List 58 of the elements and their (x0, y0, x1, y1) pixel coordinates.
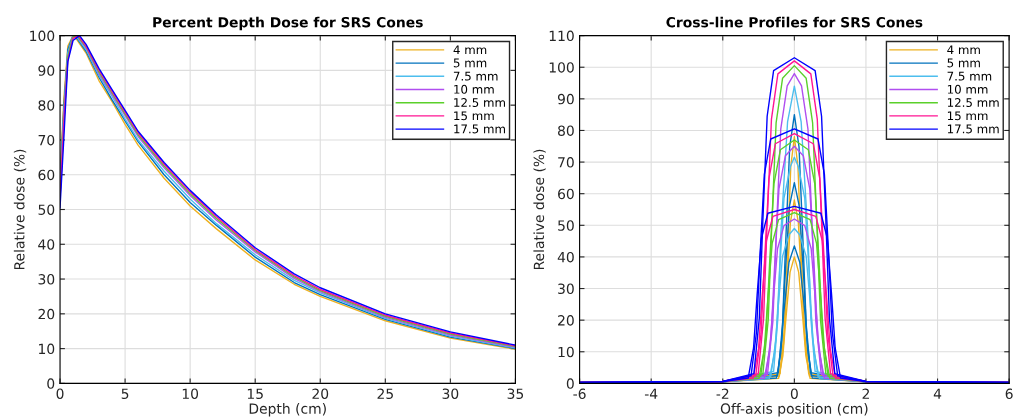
y-tick-label: 80 (38, 100, 55, 111)
y-tick-label: 50 (38, 204, 55, 215)
y-tick-label: 20 (38, 308, 55, 320)
legend-label: 10 mm (947, 84, 988, 94)
y-tick-label: 30 (38, 274, 55, 285)
legend-label: 17.5 mm (947, 124, 999, 134)
legend-label: 10 mm (454, 84, 494, 94)
y-tick-label: 60 (558, 188, 574, 200)
x-tick-label: -2 (716, 388, 729, 399)
x-tick-label: -4 (644, 388, 658, 399)
y-tick-label: 100 (30, 30, 55, 42)
x-tick-label: 25 (377, 388, 393, 399)
legend-label: 12.5 mm (454, 98, 505, 107)
chart-title: Percent Depth Dose for SRS Cones (153, 16, 423, 31)
y-tick-label: 100 (549, 62, 574, 73)
y-axis-title: Relative dose (%) (533, 149, 546, 270)
y-tick-label: 70 (558, 157, 574, 168)
x-tick-label: 0 (790, 388, 798, 399)
legend-label: 5 mm (947, 58, 980, 68)
y-tick-label: 0 (566, 378, 574, 389)
y-tick-label: 30 (558, 283, 574, 295)
y-tick-label: 60 (38, 169, 55, 181)
y-tick-label: 110 (549, 30, 574, 42)
y-tick-label: 90 (557, 93, 574, 105)
y-tick-label: 40 (38, 239, 55, 250)
x-tick-label: 6 (1005, 388, 1013, 399)
x-tick-label: 2 (862, 388, 869, 399)
legend-label: 7.5 mm (453, 71, 498, 81)
y-tick-label: 70 (38, 134, 55, 146)
y-tick-label: 40 (557, 251, 574, 263)
x-tick-label: 10 (182, 388, 199, 399)
legend-label: 17.5 mm (454, 124, 505, 134)
x-axis-title: Depth (cm) (249, 403, 326, 417)
legend-label: 4 mm (453, 45, 487, 55)
y-tick-label: 80 (558, 125, 574, 136)
y-tick-label: 50 (558, 220, 574, 231)
x-tick-label: -6 (573, 388, 586, 399)
x-tick-label: 15 (247, 388, 263, 399)
chart-title: Cross-line Profiles for SRS Cones (666, 16, 923, 28)
x-tick-label: 4 (933, 388, 942, 399)
y-axis-title: Relative dose (%) (13, 149, 27, 270)
y-tick-label: 20 (558, 315, 574, 326)
y-tick-label: 10 (39, 343, 55, 355)
x-tick-label: 0 (56, 388, 64, 399)
x-tick-label: 35 (507, 388, 524, 399)
legend-label: 15 mm (454, 111, 494, 121)
legend-label: 7.5 mm (947, 71, 992, 81)
x-tick-label: 20 (312, 388, 329, 399)
y-tick-label: 10 (558, 346, 574, 358)
legend-label: 5 mm (453, 58, 487, 68)
x-tick-label: 30 (442, 388, 459, 399)
y-tick-label: 90 (38, 65, 55, 76)
y-tick-label: 0 (47, 378, 55, 389)
legend-label: 4 mm (947, 45, 980, 55)
x-axis-title: Off-axis position (cm) (720, 403, 868, 417)
x-tick-label: 5 (121, 388, 129, 399)
legend-label: 15 mm (947, 111, 988, 121)
legend-label: 12.5 mm (947, 98, 999, 107)
